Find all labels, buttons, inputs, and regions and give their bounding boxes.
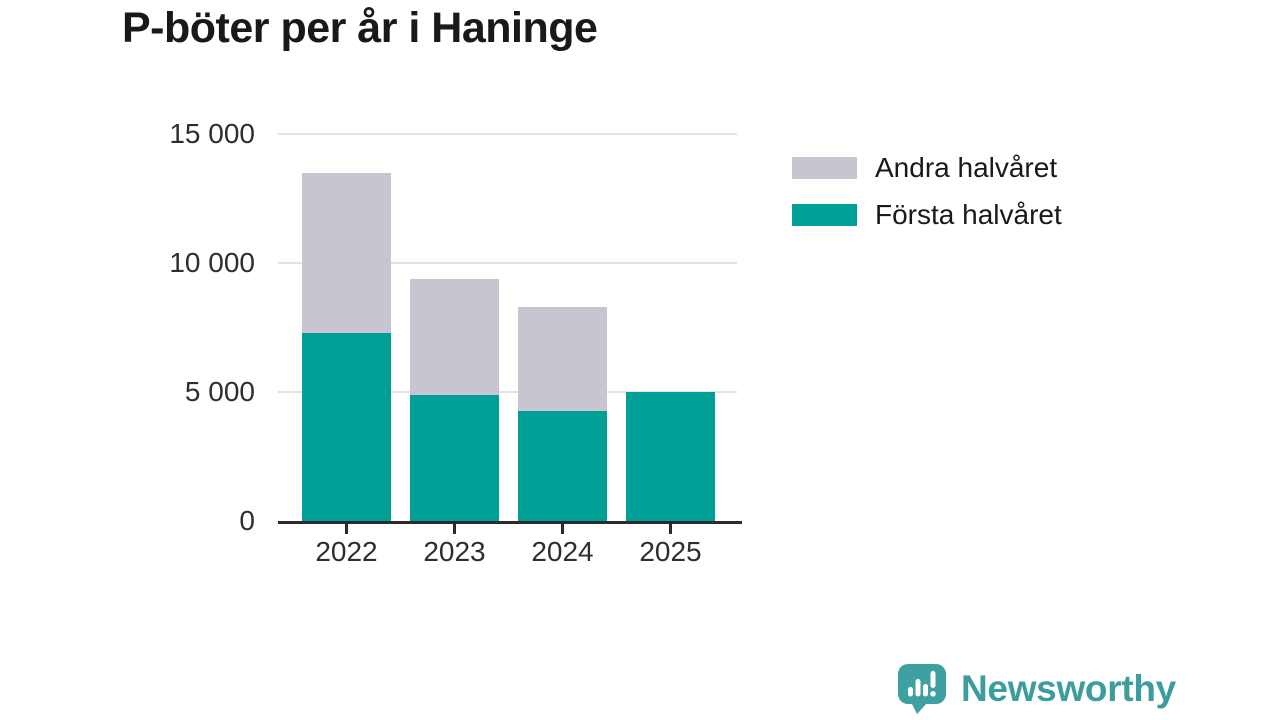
x-axis-tick-2022 — [345, 524, 348, 534]
legend: Andra halvåret Första halvåret — [792, 151, 1062, 232]
x-axis-line — [278, 521, 742, 524]
newsworthy-logo: Newsworthy — [897, 663, 1176, 715]
legend-item-andra-halv-ret: Andra halvåret — [792, 151, 1062, 185]
legend-item-f-rsta-halv-ret: Första halvåret — [792, 198, 1062, 232]
bar-2024-andra-halv-ret — [518, 306, 607, 412]
plot-area: 0 5 000 10 000 15 000 2022 2023 2024 2025 — [169, 118, 742, 567]
x-axis-label-2023: 2023 — [423, 536, 486, 567]
bar-2023-andra-halv-ret — [410, 278, 499, 395]
x-axis-tick-2025 — [669, 524, 672, 534]
bar-2022-andra-halv-ret — [302, 172, 391, 333]
newsworthy-wordmark: Newsworthy — [961, 668, 1176, 709]
legend-label: Första halvåret — [875, 199, 1062, 230]
x-axis-tick-2024 — [561, 524, 564, 534]
x-axis-label-2024: 2024 — [531, 536, 594, 567]
bar-2025-f-rsta-halv-ret — [626, 392, 715, 521]
chart-title: P-böter per år i Haninge — [122, 4, 598, 52]
bar-2023-f-rsta-halv-ret — [410, 394, 499, 521]
y-axis-tick-label: 15 000 — [169, 118, 255, 149]
newsworthy-speech-bubble-icon — [898, 664, 946, 714]
legend-label: Andra halvåret — [875, 152, 1058, 183]
y-axis-tick-label: 10 000 — [169, 247, 255, 278]
legend-swatch-andra-halv-ret — [792, 157, 857, 179]
gridline-10000 — [278, 262, 737, 264]
bar-2024-f-rsta-halv-ret — [518, 411, 607, 521]
x-axis-tick-2023 — [453, 524, 456, 534]
x-axis-label-2025: 2025 — [639, 536, 702, 567]
y-axis-tick-label: 0 — [239, 505, 255, 536]
legend-swatch-f-rsta-halv-ret — [792, 204, 857, 226]
x-axis-label-2022: 2022 — [315, 536, 378, 567]
gridline-5000 — [278, 391, 737, 393]
gridline-15000 — [278, 133, 737, 135]
bar-2022-f-rsta-halv-ret — [302, 332, 391, 521]
y-axis-tick-label: 5 000 — [184, 376, 255, 407]
